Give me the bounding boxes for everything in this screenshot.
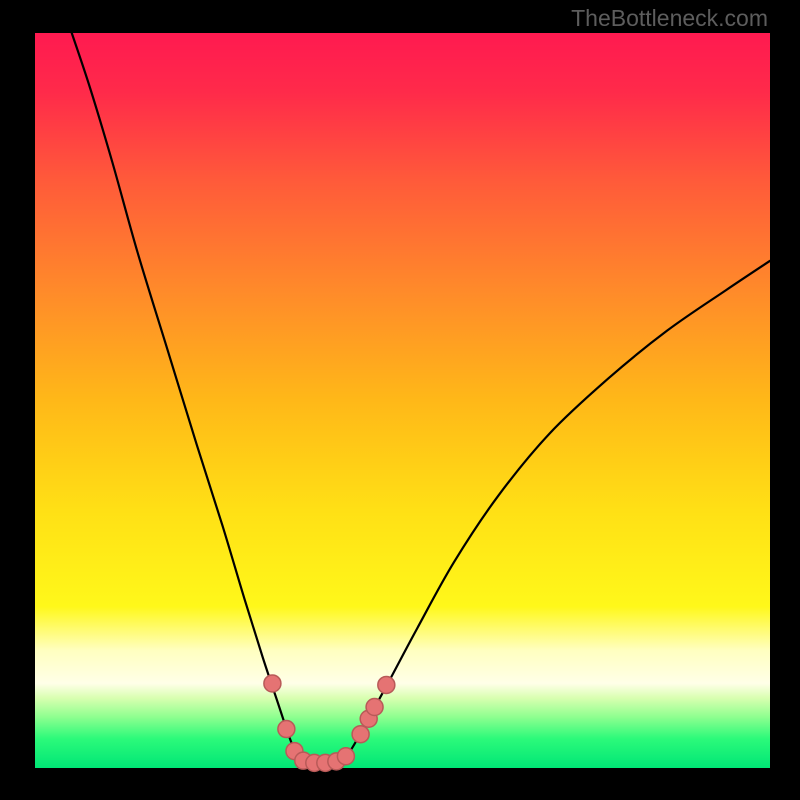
- plot-gradient-bg: [35, 33, 770, 768]
- watermark-text: TheBottleneck.com: [571, 5, 768, 32]
- chart-frame: TheBottleneck.com: [0, 0, 800, 800]
